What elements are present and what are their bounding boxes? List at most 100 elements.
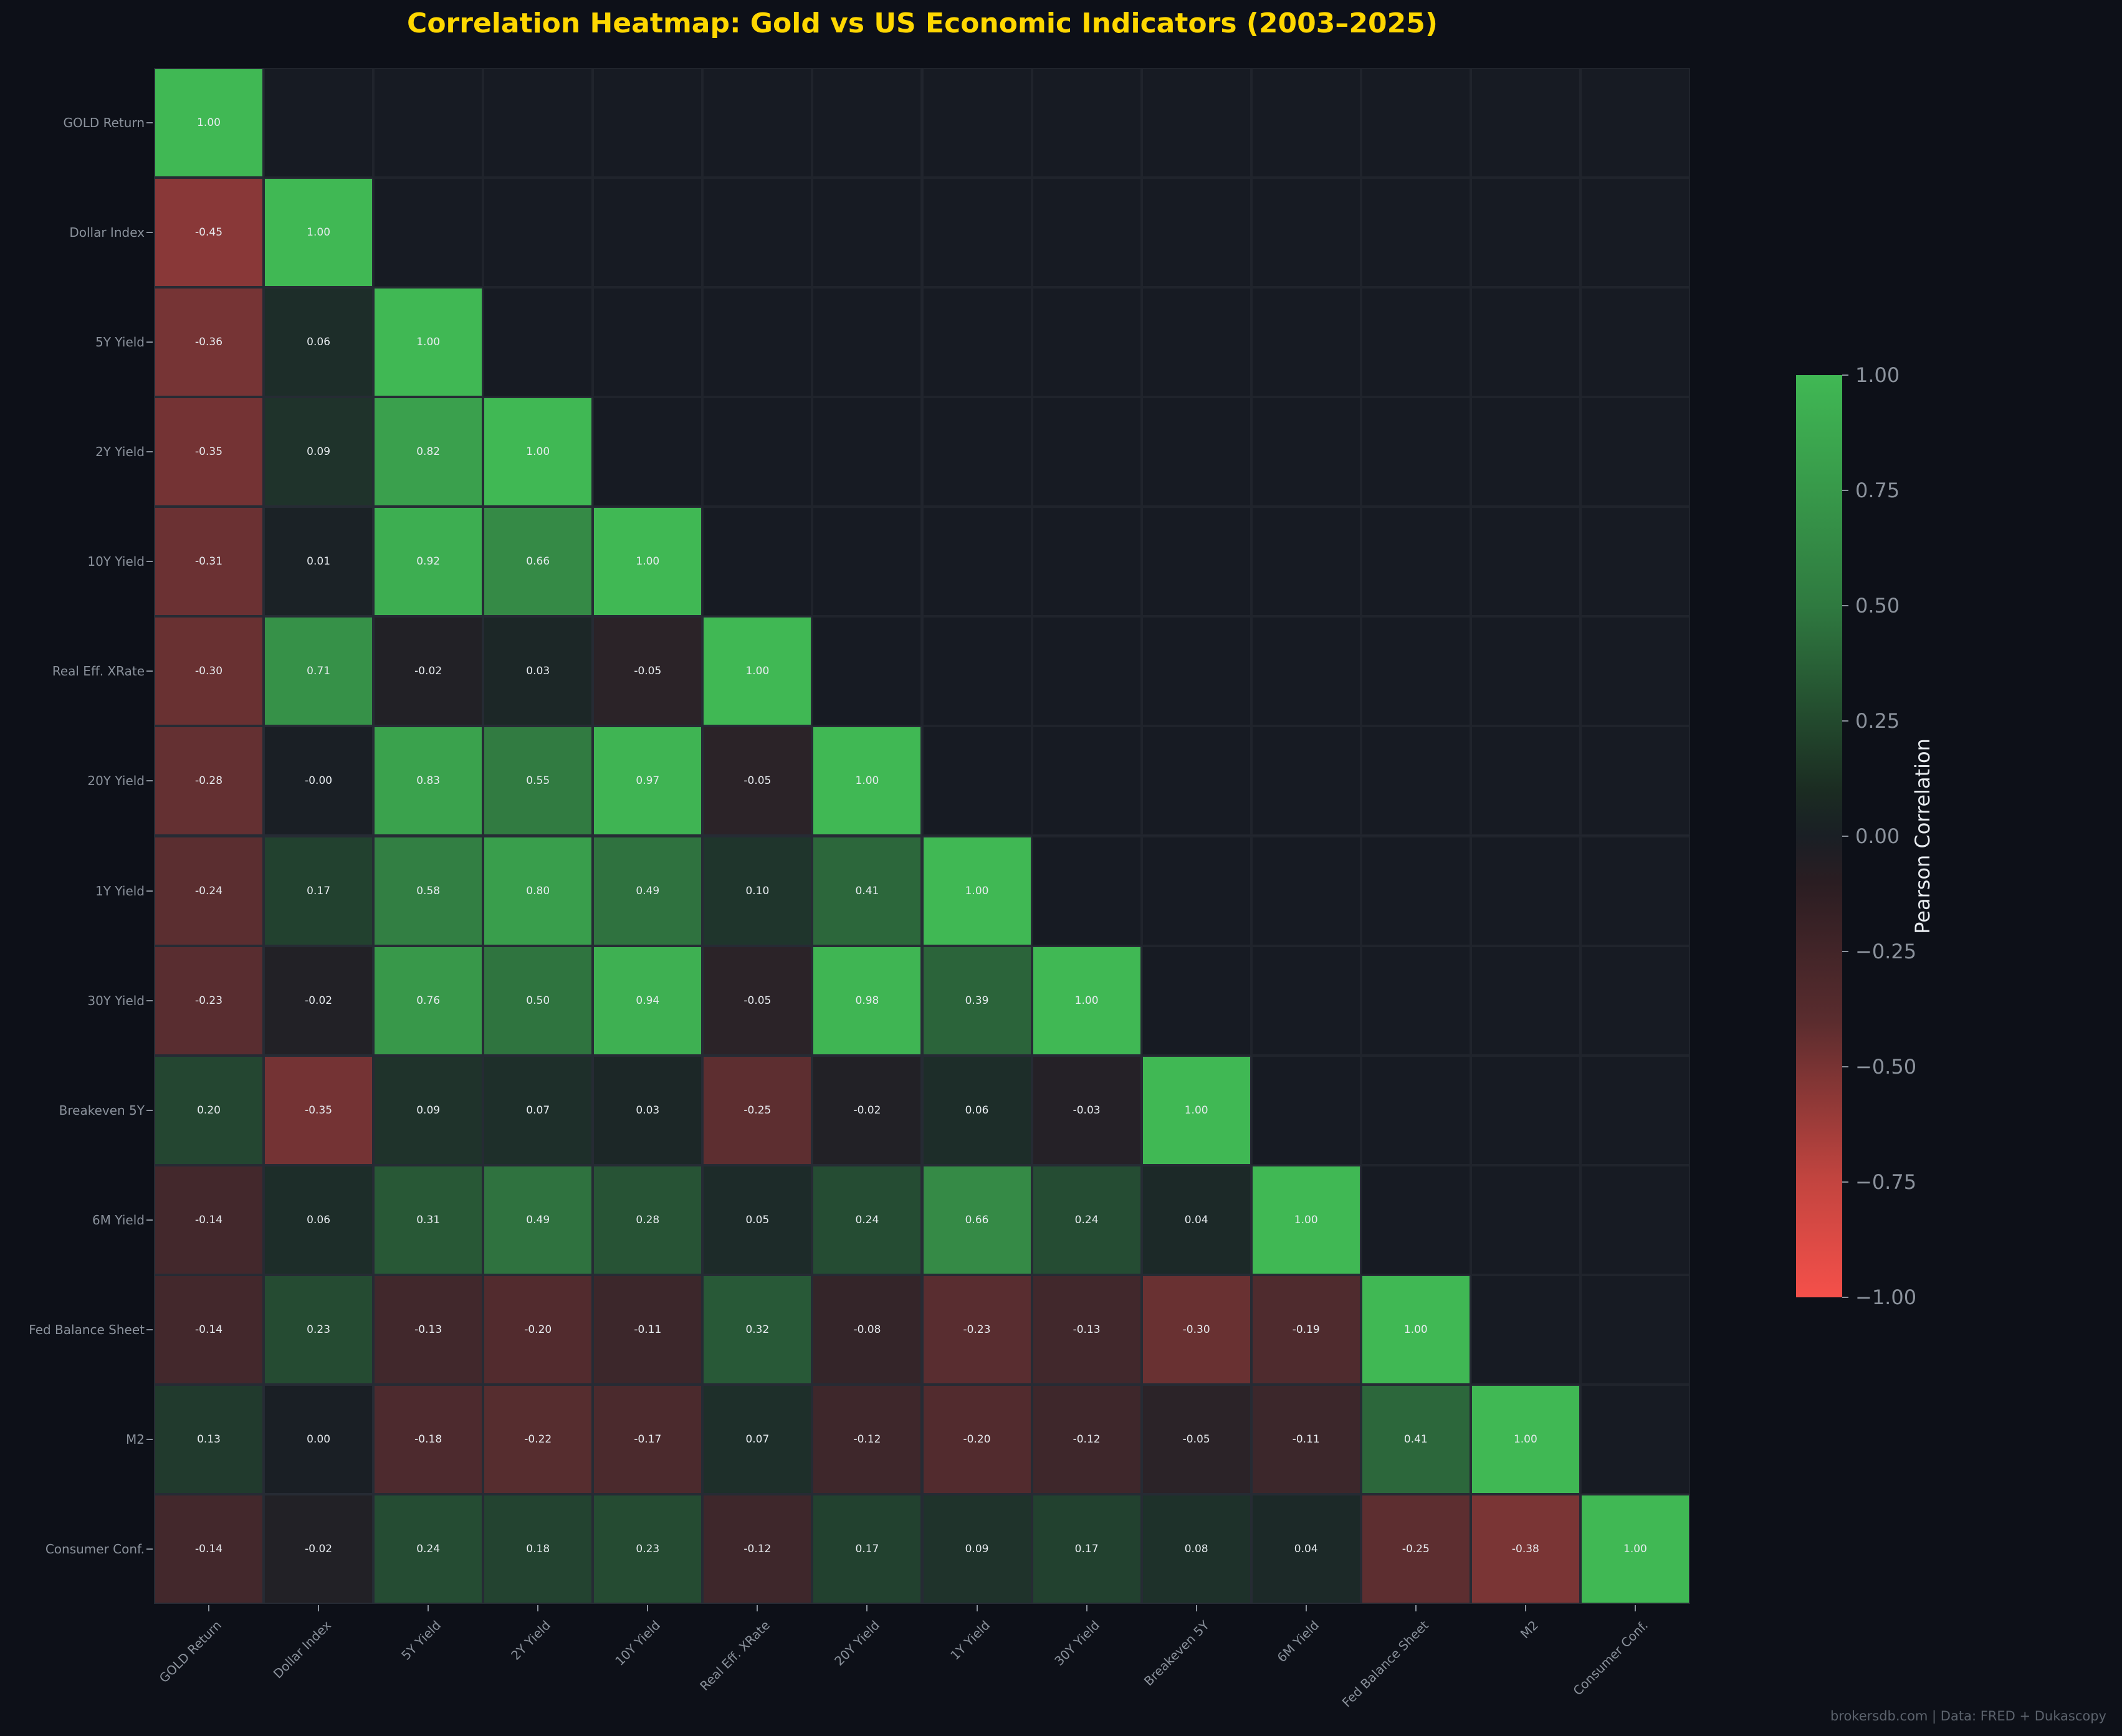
heatmap-cell-masked xyxy=(1251,726,1361,836)
colorbar-tick-label: 0.50 xyxy=(1855,594,1900,618)
heatmap-cell-masked xyxy=(1031,507,1142,617)
x-tick-mark xyxy=(866,1605,868,1611)
heatmap-cell-masked xyxy=(1141,397,1251,507)
heatmap-cell-masked xyxy=(1031,68,1142,178)
heatmap-cell: 0.06 xyxy=(264,1165,374,1275)
heatmap-cell: 0.66 xyxy=(922,1165,1032,1275)
x-axis-label: 2Y Yield xyxy=(508,1618,554,1663)
y-tick-mark xyxy=(146,1548,153,1550)
heatmap-cell-masked xyxy=(1251,178,1361,288)
heatmap-cell: -0.14 xyxy=(154,1165,264,1275)
heatmap-cell-masked xyxy=(1580,178,1690,288)
heatmap-cell-masked xyxy=(1251,507,1361,617)
colorbar-label: Pearson Correlation xyxy=(1911,738,1934,934)
heatmap-cell-masked xyxy=(483,287,593,398)
heatmap-cell: -0.02 xyxy=(264,1494,374,1604)
heatmap-cell: 0.17 xyxy=(812,1494,922,1604)
heatmap-cell: -0.00 xyxy=(264,726,374,836)
heatmap-cell: 0.03 xyxy=(593,1055,703,1165)
heatmap-cell: 0.32 xyxy=(702,1274,813,1385)
heatmap-cell-masked xyxy=(1580,397,1690,507)
heatmap-cell-masked xyxy=(922,68,1032,178)
heatmap-cell-masked xyxy=(1360,178,1471,288)
heatmap-cell-masked xyxy=(1360,507,1471,617)
y-tick-mark xyxy=(146,1109,153,1111)
heatmap-cell-masked xyxy=(483,178,593,288)
heatmap-cell: 0.09 xyxy=(373,1055,484,1165)
heatmap-cell: 0.76 xyxy=(373,945,484,1056)
colorbar-tick-label: 0.25 xyxy=(1855,709,1900,733)
heatmap-cell-masked xyxy=(922,616,1032,727)
chart-title: Correlation Heatmap: Gold vs US Economic… xyxy=(407,7,1438,39)
x-tick-mark xyxy=(1634,1605,1636,1611)
heatmap-cell-masked xyxy=(922,507,1032,617)
heatmap-cell-masked xyxy=(1360,287,1471,398)
heatmap-cell-masked xyxy=(922,178,1032,288)
heatmap-cell-masked xyxy=(1470,397,1580,507)
heatmap-cell: 1.00 xyxy=(1360,1274,1471,1385)
y-tick-mark xyxy=(146,232,153,234)
heatmap-cell: -0.13 xyxy=(1031,1274,1142,1385)
heatmap-cell: 0.17 xyxy=(1031,1494,1142,1604)
x-axis-label: Fed Balance Sheet xyxy=(1339,1618,1431,1710)
heatmap-cell-masked xyxy=(1251,397,1361,507)
heatmap-cell: 0.94 xyxy=(593,945,703,1056)
y-tick-mark xyxy=(146,1219,153,1221)
x-tick-mark xyxy=(318,1605,320,1611)
x-tick-mark xyxy=(1086,1605,1087,1611)
heatmap-cell: 0.24 xyxy=(373,1494,484,1604)
heatmap-cell: 0.41 xyxy=(1360,1384,1471,1494)
heatmap-cell: 1.00 xyxy=(922,836,1032,946)
heatmap-cell-masked xyxy=(1141,178,1251,288)
heatmap-cell-masked xyxy=(1141,287,1251,398)
heatmap-cell-masked xyxy=(1141,507,1251,617)
heatmap-cell: 0.10 xyxy=(702,836,813,946)
heatmap-cell: -0.12 xyxy=(702,1494,813,1604)
heatmap-cell-masked xyxy=(1580,726,1690,836)
heatmap-cell: -0.30 xyxy=(154,616,264,727)
heatmap-cell: 0.24 xyxy=(812,1165,922,1275)
heatmap-cell-masked xyxy=(1470,1274,1580,1385)
heatmap-cell-masked xyxy=(922,397,1032,507)
heatmap-cell: -0.19 xyxy=(1251,1274,1361,1385)
heatmap-cell: 1.00 xyxy=(1031,945,1142,1056)
footer-credit: brokersdb.com | Data: FRED + Dukascopy xyxy=(1830,1709,2106,1724)
heatmap-cell: 1.00 xyxy=(1251,1165,1361,1275)
heatmap-cell: 0.24 xyxy=(1031,1165,1142,1275)
heatmap-cell: 0.07 xyxy=(483,1055,593,1165)
heatmap-cell-masked xyxy=(1580,836,1690,946)
heatmap-cell: -0.12 xyxy=(1031,1384,1142,1494)
x-axis-label: 5Y Yield xyxy=(398,1618,444,1663)
y-tick-mark xyxy=(146,341,153,343)
x-axis-label: Consumer Conf. xyxy=(1570,1618,1651,1699)
y-axis-label: 2Y Yield xyxy=(95,444,145,460)
heatmap-cell-masked xyxy=(1141,836,1251,946)
x-tick-mark xyxy=(1524,1605,1526,1611)
heatmap-cell-masked xyxy=(593,178,703,288)
colorbar-tick-mark xyxy=(1842,1181,1848,1183)
heatmap-cell-masked xyxy=(264,68,374,178)
heatmap-cell: 0.50 xyxy=(483,945,593,1056)
colorbar-tick-mark xyxy=(1842,1066,1848,1067)
heatmap-cell-masked xyxy=(1580,945,1690,1056)
heatmap-cell-masked xyxy=(812,616,922,727)
heatmap-cell-masked xyxy=(1360,1165,1471,1275)
y-axis-label: 6M Yield xyxy=(92,1212,145,1228)
heatmap-cell-masked xyxy=(1360,68,1471,178)
heatmap-cell-masked xyxy=(1031,178,1142,288)
heatmap-cell-masked xyxy=(1360,616,1471,727)
heatmap-cell: 0.05 xyxy=(702,1165,813,1275)
heatmap-cell: -0.24 xyxy=(154,836,264,946)
heatmap-cell: 0.97 xyxy=(593,726,703,836)
y-axis-label: M2 xyxy=(126,1431,145,1447)
x-axis-label: 1Y Yield xyxy=(947,1618,993,1663)
heatmap-cell: 0.31 xyxy=(373,1165,484,1275)
heatmap-cell: 0.09 xyxy=(264,397,374,507)
heatmap-cell-masked xyxy=(1360,945,1471,1056)
heatmap-cell: -0.35 xyxy=(154,397,264,507)
heatmap-cell: 0.07 xyxy=(702,1384,813,1494)
heatmap-cell: 0.55 xyxy=(483,726,593,836)
heatmap-cell-masked xyxy=(812,397,922,507)
heatmap-cell: 1.00 xyxy=(483,397,593,507)
heatmap-cell: 0.08 xyxy=(1141,1494,1251,1604)
